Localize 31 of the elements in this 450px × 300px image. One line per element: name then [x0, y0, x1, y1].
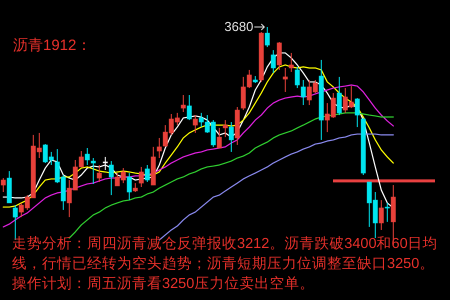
candlestick	[282, 67, 288, 92]
candlestick	[0, 178, 6, 193]
candlestick	[102, 156, 108, 171]
text: 操作计划：周五沥青看3250压力位卖出空单。	[12, 275, 316, 294]
candlestick	[180, 94, 186, 113]
candlestick	[276, 42, 282, 70]
candlestick	[186, 94, 192, 121]
candlestick	[336, 76, 342, 116]
candlestick	[384, 202, 390, 222]
candlestick	[96, 164, 102, 182]
candlestick	[108, 160, 114, 196]
candlestick	[222, 120, 228, 138]
candlestick	[270, 50, 276, 74]
candlestick	[294, 66, 300, 89]
annotation: 走势分析：周四沥青减仓反弹报收3212。沥青跌破3400和60日均线，行情已经转为空头趋势；沥青短期压力位调整至缺口3250。	[12, 235, 439, 274]
candlestick	[192, 114, 198, 134]
candlestick	[264, 26, 270, 48]
candlestick	[228, 122, 234, 152]
text: 沥青1912：	[13, 36, 92, 55]
candlestick	[300, 79, 306, 106]
candlestick	[90, 158, 96, 184]
candlestick	[138, 166, 144, 188]
candlestick	[288, 52, 294, 72]
candlestick	[156, 137, 162, 159]
candlestick	[144, 164, 150, 182]
candlestick	[126, 172, 132, 201]
annotation: 3680	[224, 19, 254, 34]
candlestick	[378, 200, 384, 230]
candlestick	[216, 127, 222, 148]
candlestick	[354, 98, 360, 128]
candlestick	[84, 147, 90, 166]
